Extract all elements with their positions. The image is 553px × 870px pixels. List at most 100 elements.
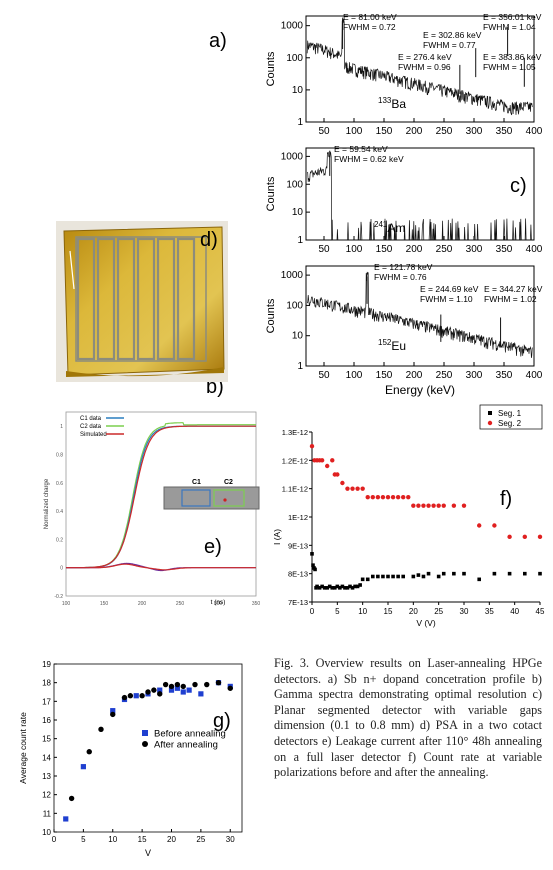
legend-swatch-before xyxy=(142,730,148,736)
y-tick-label: 11 xyxy=(43,809,52,818)
before-annealing-point xyxy=(174,685,180,691)
peak-energy-label: E = 383.86 keV xyxy=(483,52,542,62)
x-tick-label: 200 xyxy=(406,244,423,255)
y-tick-label: 7E-13 xyxy=(288,598,308,607)
seg1-point xyxy=(401,574,405,579)
x-tick-label: 30 xyxy=(226,835,235,844)
seg2-point xyxy=(390,494,396,500)
after-annealing-point xyxy=(168,683,175,690)
peak-fwhm-label: FWHM = 1.10 xyxy=(420,294,473,304)
x-tick-label: 150 xyxy=(100,601,109,607)
chart-leakage-current: 0 5 10 15 20 25 30 35 40 45 7E-13 8E-13 9E-13 1E-12 1.… xyxy=(272,404,545,628)
panel-letter-d: d) xyxy=(200,229,218,251)
x-tick-label: 250 xyxy=(176,601,185,607)
y-tick-label: 1 xyxy=(297,361,303,372)
inset-contact-c2 xyxy=(213,489,245,507)
seg1-point xyxy=(325,586,329,590)
y-tick-label: 0.2 xyxy=(56,537,63,543)
x-tick-label: 50 xyxy=(318,370,330,381)
y-tick-label: 10 xyxy=(42,828,51,837)
legend-label: Seg. 2 xyxy=(498,419,522,428)
x-tick-label: 15 xyxy=(138,835,147,844)
seg1-point xyxy=(376,574,380,579)
seg2-point xyxy=(537,534,543,540)
y-axis-label: Normalized charge xyxy=(44,478,50,529)
seg2-point xyxy=(335,472,340,477)
after-annealing-point xyxy=(204,681,210,688)
seg1-point xyxy=(381,574,385,579)
y-tick-label: 14 xyxy=(42,753,51,762)
y-tick-label: 15 xyxy=(42,735,51,744)
seg2-point xyxy=(365,494,370,500)
before-annealing-point xyxy=(133,693,139,699)
figure-caption: Fig. 3. Overview results on Laser-anneal… xyxy=(274,656,542,780)
x-tick-label: 45 xyxy=(536,607,545,616)
seg1-point xyxy=(416,573,421,577)
x-axis-label: V (V) xyxy=(416,618,436,628)
peak-fwhm-label: FWHM = 1.02 xyxy=(484,294,537,304)
detector-photo: d) xyxy=(56,221,228,382)
seg2-point xyxy=(319,458,325,463)
panel-letter-g: g) xyxy=(213,710,231,732)
seg2-point xyxy=(507,534,512,540)
seg2-point xyxy=(492,523,497,528)
seg1-point xyxy=(335,584,340,589)
seg1-point xyxy=(327,584,332,589)
x-tick-label: 400 xyxy=(526,126,543,137)
seg2-point xyxy=(421,503,426,508)
seg1-point xyxy=(386,574,390,579)
source-mass: 152 xyxy=(378,338,392,347)
legend-label: After annealing xyxy=(154,740,218,751)
after-annealing-point xyxy=(227,685,233,691)
seg1-point xyxy=(322,586,327,590)
before-annealing-point xyxy=(180,689,186,695)
after-annealing-point xyxy=(127,693,134,699)
x-tick-label: 150 xyxy=(376,244,393,255)
x-tick-label: 300 xyxy=(466,244,483,255)
y-tick-label: 1000 xyxy=(281,270,304,281)
y-axis-label: Counts xyxy=(265,176,277,211)
after-annealing-point xyxy=(110,711,116,718)
source-mass: 133 xyxy=(378,96,392,105)
x-tick-label: 100 xyxy=(346,370,363,381)
x-axis-label: t (ns) xyxy=(211,599,226,606)
x-tick-label: 0 xyxy=(310,607,315,616)
x-tick-label: 0 xyxy=(52,835,57,844)
y-tick-label: 100 xyxy=(286,300,303,311)
seg2-point xyxy=(345,486,350,491)
y-tick-label: -0.2 xyxy=(54,594,63,600)
seg2-point xyxy=(401,494,406,500)
x-tick-label: 250 xyxy=(436,370,453,381)
induced-simulated-line xyxy=(66,563,256,571)
x-tick-label: 150 xyxy=(376,370,393,381)
seg2-point xyxy=(350,486,355,491)
panel-letter-c: c) xyxy=(510,175,527,197)
peak-energy-label: E = 81.00 keV xyxy=(343,12,397,22)
y-axis-label: Average count rate xyxy=(18,712,28,784)
seg1-point xyxy=(350,586,355,590)
y-tick-label: 0 xyxy=(60,566,63,572)
source-mass: 241 xyxy=(374,220,388,229)
seg1-point xyxy=(452,571,456,576)
seg1-point xyxy=(523,571,527,576)
seg2-point xyxy=(436,503,441,508)
inset-detector xyxy=(163,486,260,510)
seg2-point xyxy=(340,480,345,486)
x-tick-label: 200 xyxy=(406,126,423,137)
y-tick-label: 1.1E-12 xyxy=(282,485,308,494)
seg2-point xyxy=(385,494,391,500)
seg2-point xyxy=(375,494,381,500)
seg2-point xyxy=(411,503,416,508)
x-tick-label: 35 xyxy=(485,607,494,616)
y-tick-label: 10 xyxy=(292,331,304,342)
seg2-point xyxy=(477,523,482,528)
seg2-point xyxy=(426,503,431,508)
x-tick-label: 350 xyxy=(496,126,513,137)
panel-letter-f: f) xyxy=(500,488,513,510)
x-tick-label: 25 xyxy=(434,607,443,616)
x-tick-label: 100 xyxy=(62,601,71,607)
seg1-point xyxy=(338,586,342,590)
seg1-point xyxy=(538,571,542,576)
seg1-point xyxy=(355,584,360,589)
x-tick-label: 20 xyxy=(409,607,418,616)
